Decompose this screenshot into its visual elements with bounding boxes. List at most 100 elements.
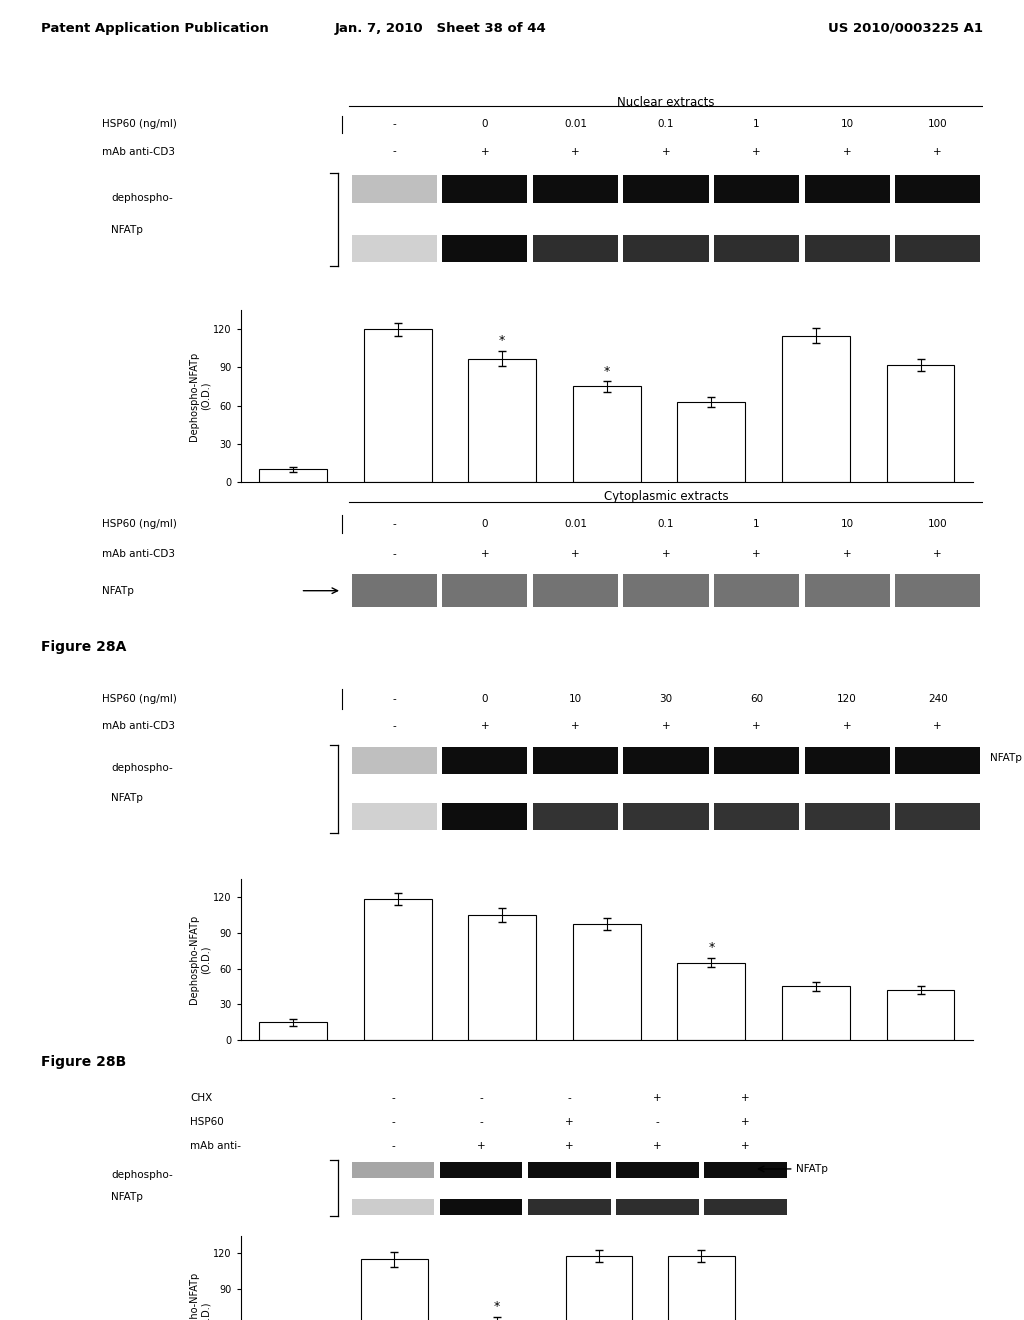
Text: dephospho-: dephospho- bbox=[112, 193, 173, 203]
Text: 240: 240 bbox=[928, 694, 947, 704]
Bar bbox=[714, 174, 800, 203]
Bar bbox=[895, 174, 980, 203]
Text: *: * bbox=[494, 1300, 500, 1313]
Text: 10: 10 bbox=[841, 519, 854, 529]
Bar bbox=[572, 924, 641, 1040]
Text: Patent Application Publication: Patent Application Publication bbox=[41, 22, 268, 34]
Text: dephospho-: dephospho- bbox=[112, 1170, 173, 1180]
Bar bbox=[805, 174, 890, 203]
Text: 1: 1 bbox=[754, 519, 760, 529]
Text: mAb anti-CD3: mAb anti-CD3 bbox=[102, 721, 175, 731]
Text: +: + bbox=[477, 1140, 485, 1151]
Bar bbox=[624, 174, 709, 203]
Text: +: + bbox=[653, 1093, 662, 1102]
Bar bbox=[468, 915, 537, 1040]
Bar bbox=[439, 1162, 522, 1179]
Text: +: + bbox=[934, 147, 942, 157]
Text: 0.01: 0.01 bbox=[564, 519, 587, 529]
Bar bbox=[782, 986, 850, 1040]
Bar bbox=[351, 235, 437, 263]
Text: -: - bbox=[479, 1093, 483, 1102]
Text: Jan. 7, 2010   Sheet 38 of 44: Jan. 7, 2010 Sheet 38 of 44 bbox=[335, 22, 546, 34]
Text: Figure 28A: Figure 28A bbox=[41, 640, 126, 653]
Bar bbox=[351, 804, 437, 830]
Text: +: + bbox=[934, 549, 942, 560]
Bar bbox=[360, 1259, 428, 1320]
Text: NFATp: NFATp bbox=[112, 1192, 143, 1203]
Text: NFATp: NFATp bbox=[990, 754, 1022, 763]
Text: *: * bbox=[603, 364, 610, 378]
Text: mAb anti-CD3: mAb anti-CD3 bbox=[102, 147, 175, 157]
Bar bbox=[351, 747, 437, 774]
Text: 0: 0 bbox=[481, 519, 488, 529]
Text: HSP60 (ng/ml): HSP60 (ng/ml) bbox=[102, 694, 177, 704]
Text: +: + bbox=[480, 147, 489, 157]
Text: +: + bbox=[571, 721, 580, 731]
Bar bbox=[351, 1199, 434, 1216]
Text: 0: 0 bbox=[481, 694, 488, 704]
Text: +: + bbox=[843, 147, 852, 157]
Bar bbox=[895, 804, 980, 830]
Text: +: + bbox=[571, 147, 580, 157]
Bar bbox=[468, 359, 537, 482]
Text: Nuclear extracts: Nuclear extracts bbox=[617, 95, 715, 108]
Text: +: + bbox=[480, 549, 489, 560]
Bar bbox=[364, 899, 431, 1040]
Text: +: + bbox=[843, 549, 852, 560]
Text: HSP60 (ng/ml): HSP60 (ng/ml) bbox=[102, 119, 177, 129]
Text: *: * bbox=[709, 941, 715, 954]
Text: -: - bbox=[391, 1117, 395, 1127]
Bar bbox=[565, 1255, 632, 1320]
Bar bbox=[624, 574, 709, 607]
Text: +: + bbox=[741, 1093, 750, 1102]
Text: +: + bbox=[565, 1117, 573, 1127]
Text: -: - bbox=[391, 1093, 395, 1102]
Bar bbox=[351, 174, 437, 203]
Text: +: + bbox=[753, 147, 761, 157]
Bar bbox=[668, 1255, 735, 1320]
Bar bbox=[714, 574, 800, 607]
Text: NFATp: NFATp bbox=[112, 793, 143, 804]
Bar bbox=[887, 990, 954, 1040]
Bar bbox=[259, 469, 327, 482]
Y-axis label: Dephospho-NFATp
(O.D.): Dephospho-NFATp (O.D.) bbox=[188, 915, 210, 1005]
Text: -: - bbox=[655, 1117, 659, 1127]
Bar bbox=[532, 174, 618, 203]
Text: mAb anti-CD3: mAb anti-CD3 bbox=[102, 549, 175, 560]
Bar bbox=[442, 174, 527, 203]
Bar bbox=[527, 1162, 610, 1179]
Bar bbox=[805, 235, 890, 263]
Bar bbox=[895, 574, 980, 607]
Text: -: - bbox=[392, 519, 396, 529]
Text: +: + bbox=[843, 721, 852, 731]
Bar bbox=[782, 335, 850, 482]
Text: 120: 120 bbox=[838, 694, 857, 704]
Text: NFATp: NFATp bbox=[797, 1164, 828, 1173]
Text: +: + bbox=[653, 1140, 662, 1151]
Text: -: - bbox=[392, 119, 396, 129]
Bar bbox=[532, 804, 618, 830]
Text: dephospho-: dephospho- bbox=[112, 763, 173, 772]
Y-axis label: Dephospho-NFATp
(O.D.): Dephospho-NFATp (O.D.) bbox=[188, 1271, 210, 1320]
Bar bbox=[895, 747, 980, 774]
Text: 30: 30 bbox=[659, 694, 673, 704]
Text: 0: 0 bbox=[481, 119, 488, 129]
Bar bbox=[624, 747, 709, 774]
Text: 10: 10 bbox=[841, 119, 854, 129]
Text: +: + bbox=[662, 549, 671, 560]
Text: 60: 60 bbox=[750, 694, 763, 704]
Bar bbox=[677, 962, 745, 1040]
Text: +: + bbox=[565, 1140, 573, 1151]
Bar bbox=[805, 804, 890, 830]
Text: -: - bbox=[567, 1093, 571, 1102]
Bar bbox=[532, 574, 618, 607]
Bar bbox=[887, 364, 954, 482]
Text: +: + bbox=[480, 721, 489, 731]
Text: +: + bbox=[571, 549, 580, 560]
Text: NFATp: NFATp bbox=[112, 224, 143, 235]
Text: -: - bbox=[392, 721, 396, 731]
Text: 10: 10 bbox=[569, 694, 582, 704]
Text: -: - bbox=[392, 147, 396, 157]
Text: Cytoplasmic extracts: Cytoplasmic extracts bbox=[604, 491, 728, 503]
Bar bbox=[615, 1199, 698, 1216]
